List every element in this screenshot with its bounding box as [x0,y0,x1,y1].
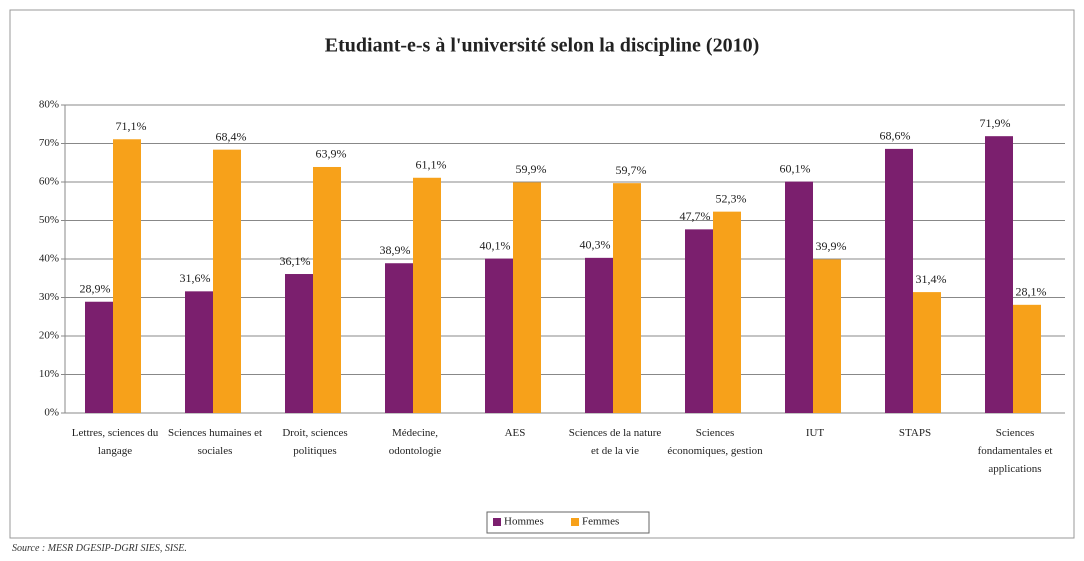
value-label: 40,3% [580,238,611,252]
bar [885,148,913,413]
source-note: Source : MESR DGESIP-DGRI SIES, SISE. [12,543,187,554]
value-label: 61,1% [416,158,447,172]
value-label: 68,4% [216,129,247,143]
value-label: 31,6% [180,271,211,285]
y-tick-label: 10% [39,368,59,380]
value-label: 28,9% [80,281,111,295]
bar [285,274,313,413]
value-label: 39,9% [816,239,847,253]
x-tick-label: Sciences de la nature et de la vie [568,427,662,457]
value-label: 36,1% [280,254,311,268]
y-tick-label: 20% [39,330,59,342]
y-tick-label: 40% [39,253,59,265]
value-label: 52,3% [716,191,747,205]
bar [713,211,741,413]
bar [485,258,513,413]
bar [785,181,813,413]
x-tick-label: Sciences économiques, gestion [667,427,763,457]
y-tick-label: 50% [39,214,59,226]
value-label: 28,1% [1016,285,1047,299]
bar [913,292,941,413]
bar [213,149,241,413]
bar [185,291,213,413]
bar [585,257,613,413]
legend-swatch [571,518,579,526]
x-tick-label: IUT [805,427,825,439]
value-label: 59,7% [616,163,647,177]
legend-swatch [493,518,501,526]
bar [613,183,641,413]
legend-label: Hommes [504,516,544,528]
bar [313,166,341,413]
y-tick-label: 0% [44,407,59,419]
bar [85,301,113,413]
value-label: 59,9% [516,162,547,176]
value-label: 71,9% [980,116,1011,130]
bar [413,177,441,413]
y-tick-label: 80% [39,99,59,111]
x-tick-label: Droit, sciences politiques [282,427,348,457]
y-tick-label: 70% [39,137,59,149]
value-label: 60,1% [780,161,811,175]
x-tick-label: Lettres, sciences du langage [71,427,159,457]
legend-box [486,511,650,534]
value-label: 38,9% [380,243,411,257]
value-label: 71,1% [116,119,147,133]
x-tick-label: Médecine, odontologie [388,427,442,457]
y-tick-label: 60% [39,176,59,188]
bar [685,229,713,413]
bar [1013,304,1041,413]
bar [385,263,413,413]
chart-title: Etudiant-e-s à l'université selon la dis… [325,35,759,57]
value-label: 40,1% [480,238,511,252]
value-label: 68,6% [880,129,911,143]
bar [985,136,1013,413]
y-tick-label: 30% [39,291,59,303]
value-label: 31,4% [916,272,947,286]
legend-label: Femmes [582,516,619,528]
x-tick-label: STAPS [898,427,932,439]
bar [813,259,841,413]
x-tick-label: Sciences fondamentales et applications [977,427,1053,475]
x-tick-label: AES [504,427,526,439]
bar [513,182,541,413]
value-label: 47,7% [680,209,711,223]
x-tick-label: Sciences humaines et sociales [167,427,263,457]
value-label: 63,9% [316,147,347,161]
bar [113,139,141,413]
